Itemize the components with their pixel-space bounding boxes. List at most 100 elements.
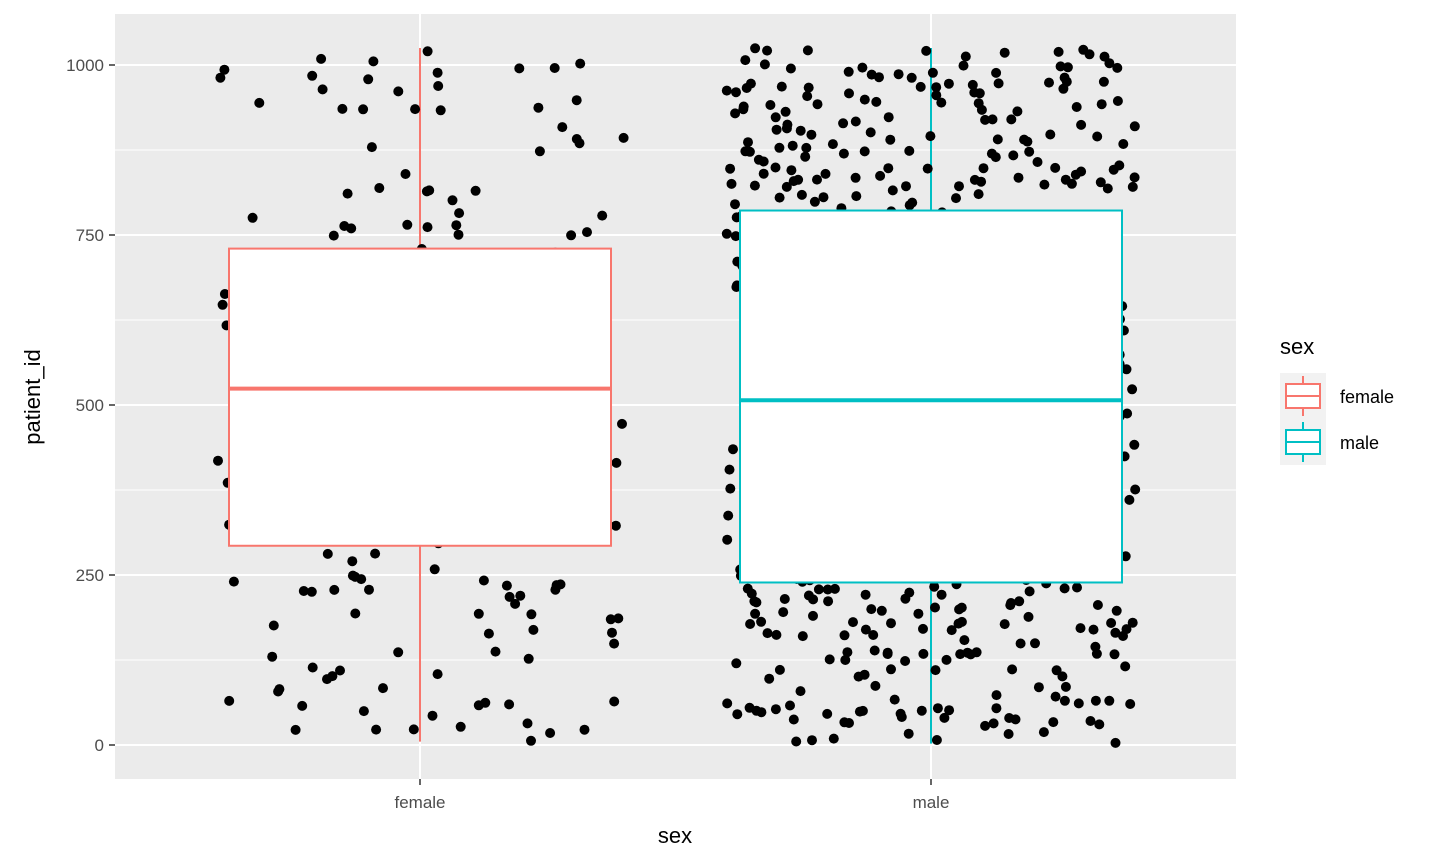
data-point xyxy=(1062,62,1073,73)
data-point xyxy=(1104,695,1115,706)
data-point xyxy=(978,163,989,174)
data-point xyxy=(1109,649,1120,660)
data-point xyxy=(758,168,769,179)
data-point xyxy=(358,706,369,717)
data-point xyxy=(1030,638,1040,649)
data-point xyxy=(1039,179,1050,190)
data-point xyxy=(900,656,911,666)
data-point xyxy=(1012,106,1023,117)
data-point xyxy=(925,131,936,142)
data-point xyxy=(774,664,785,675)
data-point xyxy=(886,664,896,675)
data-point xyxy=(823,596,834,607)
data-point xyxy=(1125,699,1136,709)
data-point xyxy=(549,63,560,73)
data-point xyxy=(1127,617,1138,628)
data-point xyxy=(455,721,466,732)
data-point xyxy=(965,649,976,660)
data-point xyxy=(973,189,984,200)
data-point xyxy=(750,43,761,54)
data-point xyxy=(1005,600,1016,611)
data-point xyxy=(838,118,849,129)
data-point xyxy=(1057,671,1068,682)
data-point xyxy=(993,78,1004,89)
data-point xyxy=(787,140,798,151)
data-point xyxy=(1112,96,1123,106)
data-point xyxy=(812,99,823,110)
data-point xyxy=(350,571,361,582)
data-point xyxy=(807,735,817,746)
data-point xyxy=(916,705,927,716)
data-point xyxy=(435,105,446,116)
data-point xyxy=(722,534,733,545)
data-point xyxy=(1044,77,1054,88)
data-point xyxy=(504,699,515,710)
data-point xyxy=(490,646,501,657)
data-point xyxy=(889,694,900,705)
legend-label: female xyxy=(1340,387,1394,407)
data-point xyxy=(939,712,950,723)
data-point xyxy=(743,137,753,148)
data-point xyxy=(1129,172,1140,183)
data-point xyxy=(857,62,868,73)
data-point xyxy=(967,79,978,90)
data-point xyxy=(566,230,577,241)
data-point xyxy=(801,142,812,153)
data-point xyxy=(504,591,515,602)
data-point xyxy=(447,195,458,206)
data-point xyxy=(478,575,489,586)
data-point xyxy=(1095,177,1106,188)
data-point xyxy=(991,703,1002,714)
data-point xyxy=(860,589,871,600)
data-point xyxy=(607,627,617,638)
data-point xyxy=(422,46,433,57)
data-point xyxy=(522,718,533,729)
data-point xyxy=(753,154,764,165)
data-point xyxy=(298,586,309,596)
data-point xyxy=(731,282,742,292)
data-point xyxy=(454,208,465,219)
data-point xyxy=(848,617,858,628)
data-point xyxy=(1003,729,1014,739)
data-point xyxy=(730,108,741,119)
data-point xyxy=(762,45,773,56)
data-point xyxy=(422,222,433,233)
data-point xyxy=(802,91,813,102)
data-point xyxy=(791,736,802,747)
data-point xyxy=(882,649,893,659)
data-point xyxy=(992,134,1003,145)
data-point xyxy=(740,55,751,66)
data-point xyxy=(927,67,938,78)
data-point xyxy=(944,705,955,716)
data-point xyxy=(421,186,432,197)
data-point xyxy=(1118,139,1129,149)
data-point xyxy=(931,82,942,93)
data-point xyxy=(1055,61,1066,72)
data-point xyxy=(480,697,491,708)
data-point xyxy=(907,197,918,208)
data-point xyxy=(1076,119,1087,130)
data-point xyxy=(1130,484,1141,495)
data-point xyxy=(1111,605,1122,616)
data-point xyxy=(551,580,562,591)
data-point xyxy=(903,728,914,739)
data-point xyxy=(991,67,1002,78)
data-point xyxy=(731,87,741,98)
data-point xyxy=(1096,99,1107,110)
data-point xyxy=(306,586,317,597)
data-point xyxy=(744,146,755,157)
data-point xyxy=(820,168,831,179)
legend-entry-male: male xyxy=(1280,419,1379,465)
data-point xyxy=(371,724,382,735)
data-point xyxy=(618,132,629,143)
data-point xyxy=(771,124,782,135)
data-point xyxy=(931,735,942,745)
data-point xyxy=(951,193,961,204)
data-point xyxy=(860,624,871,635)
data-point xyxy=(839,630,850,641)
data-point xyxy=(929,581,940,592)
data-point xyxy=(770,162,781,173)
data-point xyxy=(943,78,954,89)
data-point xyxy=(427,710,438,721)
